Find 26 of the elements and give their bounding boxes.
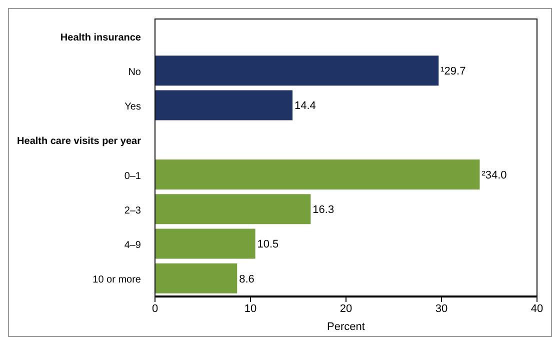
bar xyxy=(155,56,439,86)
y-tick-label: 0–1 xyxy=(124,170,142,182)
y-tick-label: No xyxy=(128,66,142,78)
data-label: ¹29.7 xyxy=(440,66,466,78)
y-tick-label: 10 or more xyxy=(92,274,142,286)
bar xyxy=(155,263,238,294)
y-tick-label: 2–3 xyxy=(124,205,142,216)
x-tick-label: 30 xyxy=(435,302,448,315)
x-tick-label: 10 xyxy=(244,302,257,315)
x-tick-label: 40 xyxy=(530,302,544,315)
bar xyxy=(155,228,256,259)
data-label: 16.3 xyxy=(312,204,334,216)
y-tick-label: Yes xyxy=(124,102,141,113)
bar xyxy=(155,90,293,120)
bar xyxy=(155,160,480,190)
x-tick-label: 20 xyxy=(340,302,352,315)
data-label: 8.6 xyxy=(239,273,254,286)
bar xyxy=(155,194,311,224)
data-label: ²34.0 xyxy=(482,169,507,182)
x-axis-title: Percent xyxy=(327,321,365,333)
y-tick-label: Health insurance xyxy=(60,32,142,44)
x-tick-label: 0 xyxy=(152,302,158,315)
y-tick-label: 4–9 xyxy=(124,240,142,252)
data-label: 10.5 xyxy=(257,238,279,251)
data-label: 14.4 xyxy=(294,100,316,112)
y-tick-label: Health care visits per year xyxy=(17,136,142,148)
